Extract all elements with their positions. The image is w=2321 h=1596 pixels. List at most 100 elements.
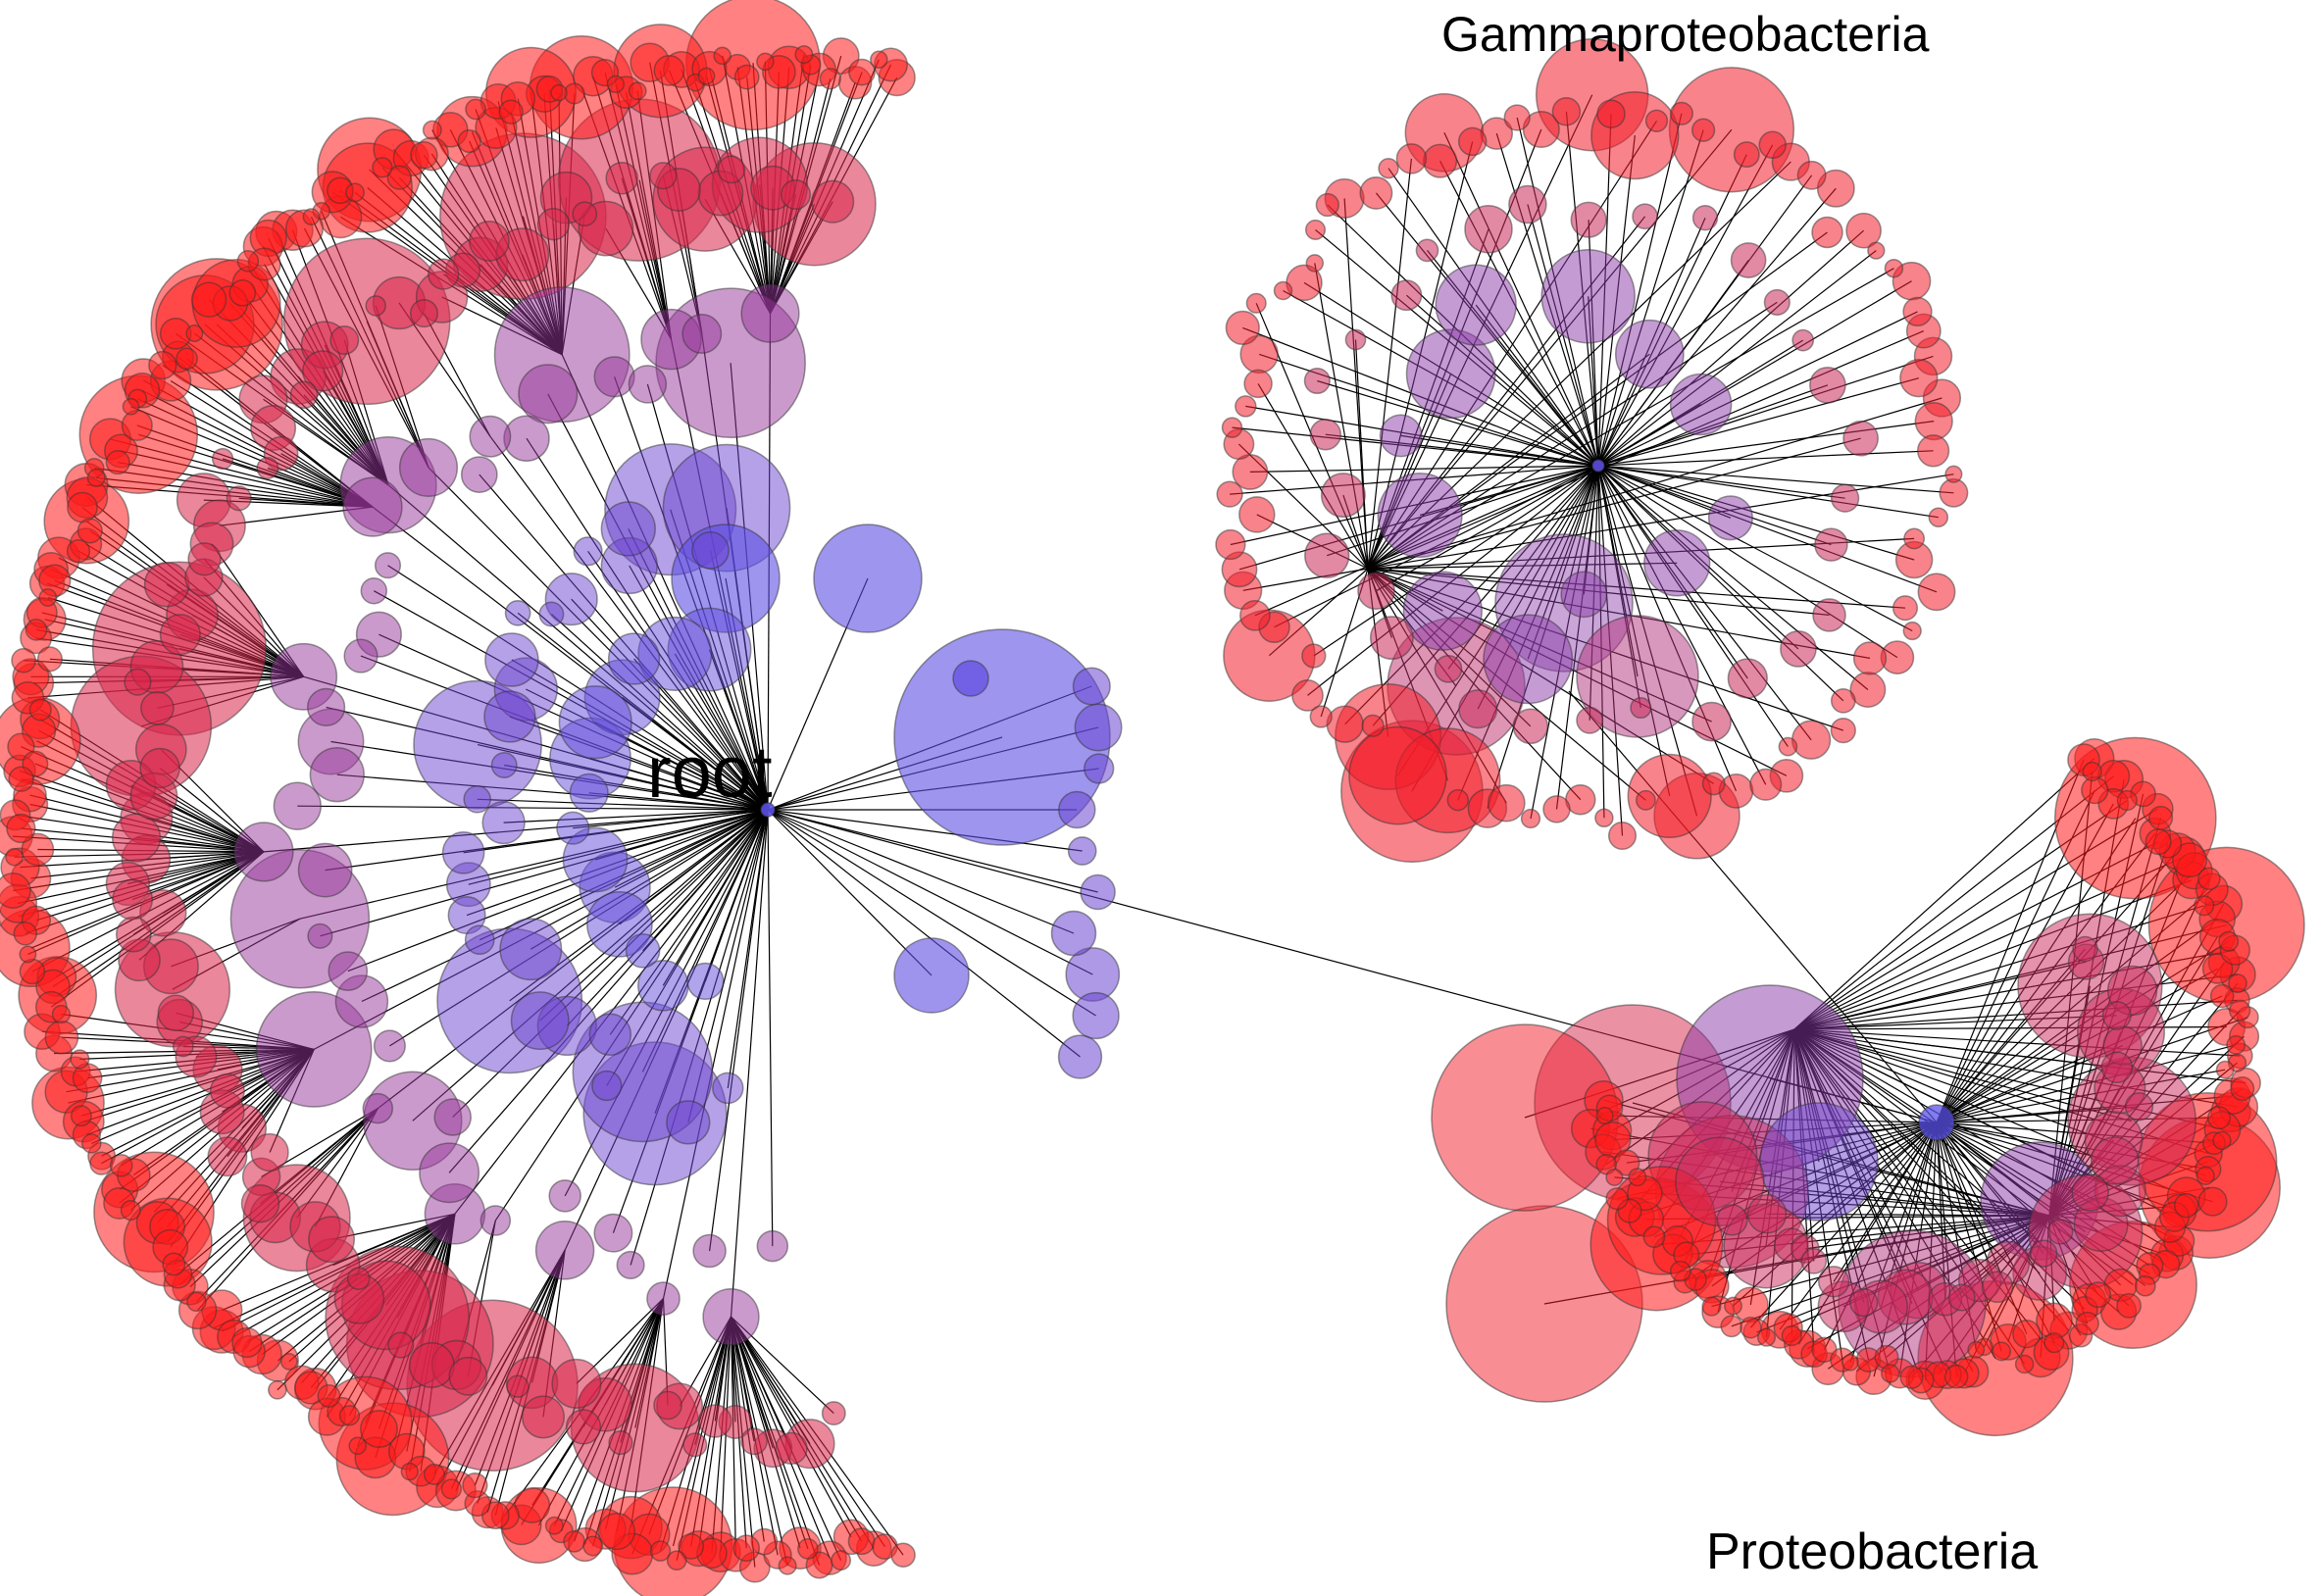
taxon-node [19, 945, 37, 964]
tree-edge [730, 809, 769, 1318]
taxon-node [548, 1179, 581, 1213]
taxon-node [1369, 616, 1414, 661]
taxon-node [1842, 420, 1879, 457]
taxon-node [794, 45, 814, 65]
taxon-node [1669, 373, 1733, 436]
taxon-node [534, 1221, 595, 1280]
taxon-node [1796, 160, 1827, 190]
taxon-node [890, 1542, 916, 1568]
taxon-node [111, 813, 162, 863]
taxon-node [255, 991, 373, 1108]
taxon-node [162, 1252, 186, 1276]
taxon-node [1720, 1315, 1743, 1338]
tree-edge [387, 565, 769, 811]
taxon-node [2072, 935, 2098, 963]
taxon-node [122, 397, 140, 416]
taxon-node [1570, 201, 1607, 238]
taxon-node [1359, 175, 1393, 210]
taxon-node [1967, 1340, 1986, 1359]
taxon-node [1309, 418, 1342, 451]
taxon-node [607, 632, 661, 685]
tree-edge [1317, 379, 1599, 467]
taxon-node [562, 826, 629, 893]
taxon-node [1778, 736, 1798, 757]
tree-edge [1242, 568, 1369, 591]
taxon-node [362, 1092, 394, 1124]
taxon-node [419, 1142, 480, 1204]
taxon-node [1845, 212, 1882, 249]
tree-edge [767, 809, 933, 976]
taxon-node [1304, 219, 1327, 240]
taxon-node [66, 538, 91, 564]
taxon-node [365, 295, 386, 317]
taxon-node [1947, 1283, 1976, 1312]
taxon-node [649, 1540, 672, 1562]
taxon-node [1434, 654, 1463, 683]
tree-edge [1249, 465, 1599, 473]
taxon-node [2043, 1332, 2065, 1354]
taxon-node [536, 208, 571, 241]
taxon-node [187, 542, 222, 576]
taxon-node [1630, 696, 1652, 720]
tree-edge [1793, 879, 2192, 1030]
tree-edge [1400, 434, 1599, 467]
taxon-node [307, 923, 333, 949]
taxon-node [1512, 708, 1549, 745]
tree-edge [1597, 465, 1898, 659]
taxon-node [1435, 264, 1517, 346]
taxon-node [250, 1132, 289, 1172]
taxon-node [1542, 795, 1571, 823]
taxon-node [2124, 1092, 2154, 1122]
taxon-node [329, 325, 360, 355]
tree-edge [1597, 129, 1704, 467]
tree-edge [1597, 465, 1845, 499]
taxon-node [593, 1213, 633, 1253]
taxon-node [484, 632, 539, 687]
taxon-node [2075, 1311, 2099, 1336]
taxon-node [186, 1291, 207, 1313]
taxon-node [628, 365, 668, 404]
taxon-node [11, 647, 36, 673]
tree-edge [767, 809, 1098, 893]
taxon-node [372, 157, 393, 178]
taxon-node [346, 1267, 371, 1290]
taxon-node [1560, 571, 1608, 619]
taxon-node [1668, 67, 1795, 193]
taxon-node [1830, 687, 1856, 714]
taxon-node [1245, 292, 1267, 314]
taxon-node [653, 1390, 682, 1421]
taxon-node [1415, 238, 1439, 263]
taxon-node [398, 437, 459, 497]
taxon-node [1303, 367, 1331, 395]
taxon-node [1072, 667, 1111, 706]
taxon-node [1215, 528, 1246, 561]
taxon-node [628, 81, 647, 101]
tree-edge [428, 467, 769, 811]
taxon-node [338, 1405, 361, 1426]
taxon-node [345, 182, 365, 203]
taxon-node [1551, 97, 1582, 126]
taxon-node [76, 518, 103, 544]
taxon-node [740, 1427, 768, 1456]
taxon-node [819, 68, 841, 90]
taxon-node [2071, 1173, 2109, 1212]
taxon-node [343, 638, 378, 673]
taxon-node [115, 916, 152, 953]
taxon-node [1730, 242, 1767, 278]
taxon-node [1594, 808, 1614, 828]
tree-edge [1367, 397, 1943, 570]
taxon-node [297, 842, 353, 898]
taxon-node [2148, 805, 2174, 830]
taxon-node [479, 1205, 512, 1236]
taxon-node [1724, 1296, 1742, 1316]
taxon-node [44, 1020, 79, 1055]
taxon-node [433, 1098, 472, 1136]
taxon-node [1067, 836, 1097, 866]
taxon-node [1830, 483, 1860, 513]
taxon-node [637, 960, 689, 1012]
taxon-node [572, 201, 598, 227]
taxon-node [682, 1432, 708, 1458]
taxon-node [2030, 1239, 2058, 1268]
root-label: root [647, 731, 773, 813]
